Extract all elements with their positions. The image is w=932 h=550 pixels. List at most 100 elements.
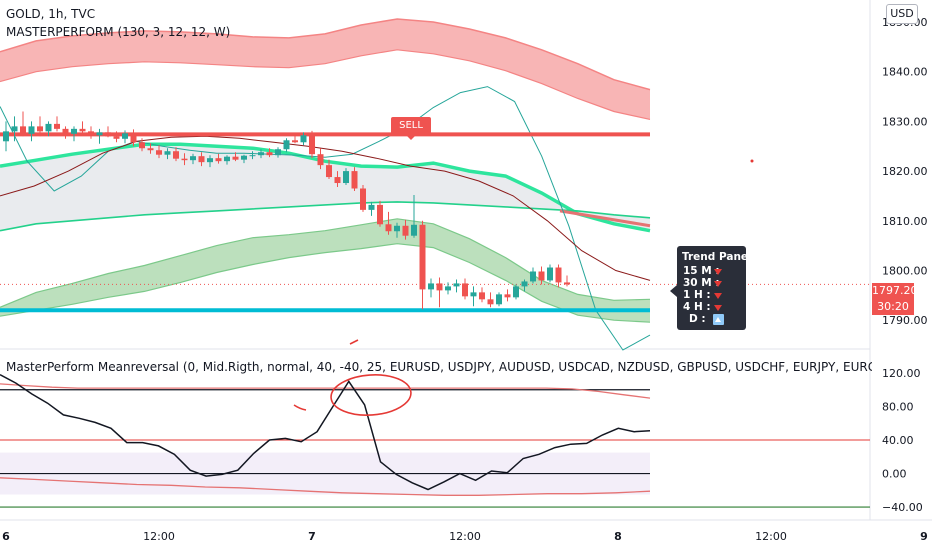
candle-body (292, 140, 298, 143)
candle-body (275, 149, 281, 156)
osc-tick-label: 120.00 (882, 367, 921, 380)
candle-body (436, 283, 443, 291)
candle-body (504, 294, 511, 298)
candle-body (198, 156, 205, 163)
candle-body (309, 135, 315, 155)
candle-body (79, 128, 86, 132)
candle-body (147, 148, 154, 151)
mid-lower-line (0, 201, 651, 232)
trend-panel: Trend Panel 15 M : 30 M : 1 H : 4 H : D … (677, 246, 752, 330)
time-tick-label: 9 (920, 530, 928, 543)
candle-body (37, 126, 43, 132)
price-tick-label: 1830.00 (882, 115, 928, 128)
candle-body (139, 142, 145, 149)
candle-body (62, 128, 69, 134)
candle-body (555, 267, 562, 283)
osc-upper-envelope (0, 383, 651, 399)
candle-body (351, 171, 358, 189)
candle-body (173, 151, 179, 159)
sub-indicator-title: MasterPerform Meanreversal (0, Mid.Rigth… (6, 360, 872, 374)
candle-body (521, 281, 528, 287)
candle-body (368, 204, 375, 210)
time-tick-label: 8 (614, 530, 622, 543)
trend-down-icon (714, 281, 722, 287)
annotation-circle (330, 374, 412, 416)
price-tick-label: 1810.00 (882, 215, 928, 228)
candle-body (190, 156, 196, 161)
thin-red-ma (0, 135, 651, 281)
candle-body (249, 155, 256, 157)
candle-body (28, 126, 35, 134)
candle-body (3, 131, 9, 142)
time-tick-label: 12:00 (755, 530, 787, 543)
candle-body (402, 225, 409, 236)
upper-band-inner-line (0, 49, 651, 120)
price-tick-label: 1790.00 (882, 314, 928, 327)
osc-tick-label: 0.00 (882, 468, 907, 481)
candle-body (428, 283, 434, 290)
upper-band-line (0, 18, 651, 91)
time-tick-label: 12:00 (449, 530, 481, 543)
candle-body (487, 299, 494, 305)
candle-body (377, 204, 383, 225)
candle-body (411, 224, 417, 236)
candle-body (20, 126, 26, 134)
candle-body (130, 133, 137, 143)
sell-signal-label: SELL (391, 117, 431, 140)
candle-body (513, 286, 519, 298)
candle-body (266, 152, 273, 156)
lower-band-line (0, 243, 651, 323)
candle-body (538, 271, 545, 281)
candle-body (300, 135, 307, 143)
osc-tick-label: −40.00 (882, 501, 923, 514)
trend-row-d: D : (689, 313, 724, 326)
candle-body (530, 271, 536, 282)
upper-band-fill (0, 19, 650, 120)
trend-down-icon (714, 269, 722, 275)
currency-button[interactable]: USD (886, 4, 918, 24)
candle-body (232, 156, 239, 160)
candle-body (122, 133, 128, 139)
candle-body (419, 224, 426, 290)
trend-row-1h: 1 H : (683, 289, 722, 302)
trend-panel-title: Trend Panel (682, 251, 752, 263)
candle-body (11, 126, 18, 132)
trend-row-label: D : (689, 313, 706, 325)
candle-body (54, 123, 60, 129)
candle-body (496, 294, 502, 305)
candle-body (241, 155, 247, 160)
candle-body (453, 283, 460, 287)
candle-body (45, 123, 52, 132)
annotation-mark (349, 339, 359, 345)
osc-lower-envelope (0, 477, 651, 496)
osc-tick-label: 40.00 (882, 434, 914, 447)
candle-body (283, 140, 290, 150)
osc-line (0, 374, 651, 491)
trend-up-icon (713, 314, 724, 325)
candle-body (326, 165, 332, 178)
candle-body (385, 224, 392, 232)
price-tick-label: 1820.00 (882, 165, 928, 178)
candle-body (71, 128, 77, 134)
candle-body (334, 177, 341, 184)
candle-body (207, 158, 213, 163)
mid-band-fill (0, 144, 650, 231)
trend-row-4h: 4 H : (683, 301, 722, 314)
trend-row-label: 30 M : (683, 277, 720, 289)
annotation-dot (750, 159, 754, 163)
candle-body (445, 286, 451, 291)
candle-body (113, 136, 120, 139)
trend-down-icon (714, 305, 722, 311)
candle-body (343, 171, 349, 184)
candle-body (317, 154, 324, 166)
osc-tick-label: 80.00 (882, 401, 914, 414)
time-tick-label: 12:00 (143, 530, 175, 543)
trend-row-label: 4 H : (683, 301, 711, 313)
trend-row-30m: 30 M : (683, 277, 722, 290)
candle-body (394, 225, 400, 232)
trend-panel-pointer (670, 285, 677, 297)
trend-down-icon (714, 293, 722, 299)
candle-body (156, 150, 162, 155)
price-tick-label: 1800.00 (882, 265, 928, 278)
